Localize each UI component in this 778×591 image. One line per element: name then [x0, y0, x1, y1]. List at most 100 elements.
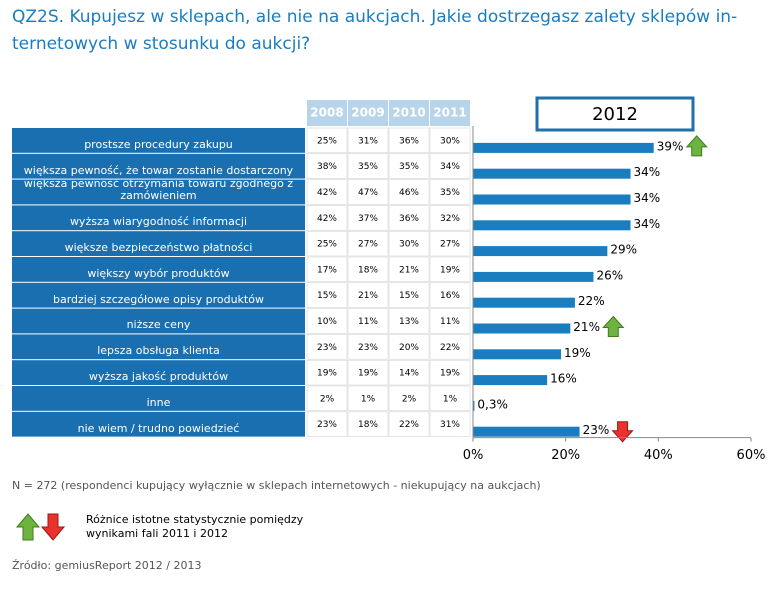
table-value: 20% [399, 343, 419, 353]
table-cell [306, 282, 348, 308]
table-cell [347, 179, 389, 205]
category-label: nie wiem / trudno powiedzieć [77, 421, 240, 435]
table-value: 34% [440, 162, 460, 172]
table-value: 21% [399, 265, 419, 275]
table-cell [429, 385, 471, 412]
table-cell [347, 411, 389, 437]
table-value: 19% [358, 369, 378, 379]
category-label: niższe ceny [126, 318, 191, 332]
row-label-box: prostsze procedury zakupu [84, 138, 233, 150]
row-bg [12, 386, 305, 411]
table-value: 30% [399, 240, 419, 250]
table-cell [306, 127, 348, 154]
table-cell [306, 230, 348, 257]
table-cell [429, 179, 471, 205]
table-cell [388, 256, 430, 283]
row-label-box: wyższa jakość produktów [88, 369, 229, 383]
header-cell [430, 100, 470, 126]
row-label-box: większa pewność otrzymania towaru zgodne… [24, 180, 293, 202]
header-cell [389, 100, 429, 126]
header-label: 2009 [351, 106, 384, 120]
change-arrow [685, 135, 708, 157]
value-label: 21% [573, 320, 600, 334]
x-tick-label: 40% [644, 448, 673, 463]
table-value: 16% [440, 291, 460, 301]
row-bg [12, 334, 305, 360]
table-value: 17% [317, 265, 337, 275]
table-value: 11% [440, 317, 460, 327]
row-bg [12, 282, 305, 308]
table-value: 2% [402, 394, 417, 404]
bar [473, 246, 608, 257]
table-value: 35% [399, 162, 419, 172]
table-value: 25% [317, 136, 337, 146]
value-label: 0,3% [477, 397, 508, 411]
table-value: 25% [317, 240, 337, 250]
table-cell [347, 230, 389, 257]
category-label: wyższa jakość produktów [88, 369, 229, 383]
category-label: większa pewność, że towar zostanie dosta… [23, 163, 294, 177]
table-value: 27% [358, 240, 378, 250]
table-value: 42% [317, 188, 337, 198]
table-cell [347, 127, 389, 154]
value-label: 23% [583, 423, 610, 437]
table-value: 21% [358, 291, 378, 301]
table-value: 37% [358, 214, 378, 224]
table-value: 32% [440, 214, 460, 224]
table-value: 23% [358, 343, 378, 353]
table-value: 14% [399, 369, 419, 379]
category-label: większy wybór produktów [87, 266, 230, 280]
value-label: 26% [596, 268, 623, 282]
table-cell [388, 230, 430, 257]
value-label: 16% [550, 372, 577, 386]
table-cell [388, 308, 430, 334]
row-bg [12, 128, 305, 153]
table-value: 36% [399, 136, 419, 146]
table-value: 30% [440, 136, 460, 146]
row-bg [12, 205, 305, 231]
table-cell [306, 334, 348, 360]
category-label: bardziej szczegółowe opisy produktów [53, 292, 264, 306]
bar [473, 168, 631, 179]
table-cell [388, 205, 430, 231]
table-cell [429, 359, 471, 386]
header-label: 2010 [392, 106, 425, 120]
table-cell [388, 334, 430, 360]
table-value: 19% [440, 369, 460, 379]
row-bg [12, 360, 305, 385]
row-bg [12, 411, 305, 437]
value-label: 19% [564, 346, 591, 360]
year-box [535, 96, 695, 132]
bar [473, 142, 654, 153]
table-cell [388, 282, 430, 308]
value-label: 34% [634, 165, 661, 179]
legend-text: wynikami fali 2011 i 2012 [86, 527, 228, 540]
table-cell [347, 282, 389, 308]
table-cell [306, 359, 348, 386]
table-value: 18% [358, 265, 378, 275]
value-label: 34% [634, 191, 661, 205]
row-label-box: inne [147, 396, 171, 408]
table-cell [347, 256, 389, 283]
table-cell [347, 385, 389, 412]
table-cell [429, 256, 471, 283]
table-cell [306, 179, 348, 205]
row-bg [12, 179, 305, 205]
table-value: 31% [358, 136, 378, 146]
x-tick-label: 0% [463, 448, 484, 463]
legend-up-arrow [15, 513, 41, 541]
table-value: 1% [443, 394, 458, 404]
table-cell [429, 153, 471, 179]
table-value: 13% [399, 317, 419, 327]
table-cell [429, 308, 471, 334]
table-cell [306, 385, 348, 412]
table-cell [388, 411, 430, 437]
table-value: 1% [361, 394, 376, 404]
bar [473, 297, 575, 308]
table-cell [388, 385, 430, 412]
table-value: 23% [317, 420, 337, 430]
value-label: 39% [657, 139, 684, 153]
table-cell [388, 179, 430, 205]
table-value: 18% [358, 420, 378, 430]
